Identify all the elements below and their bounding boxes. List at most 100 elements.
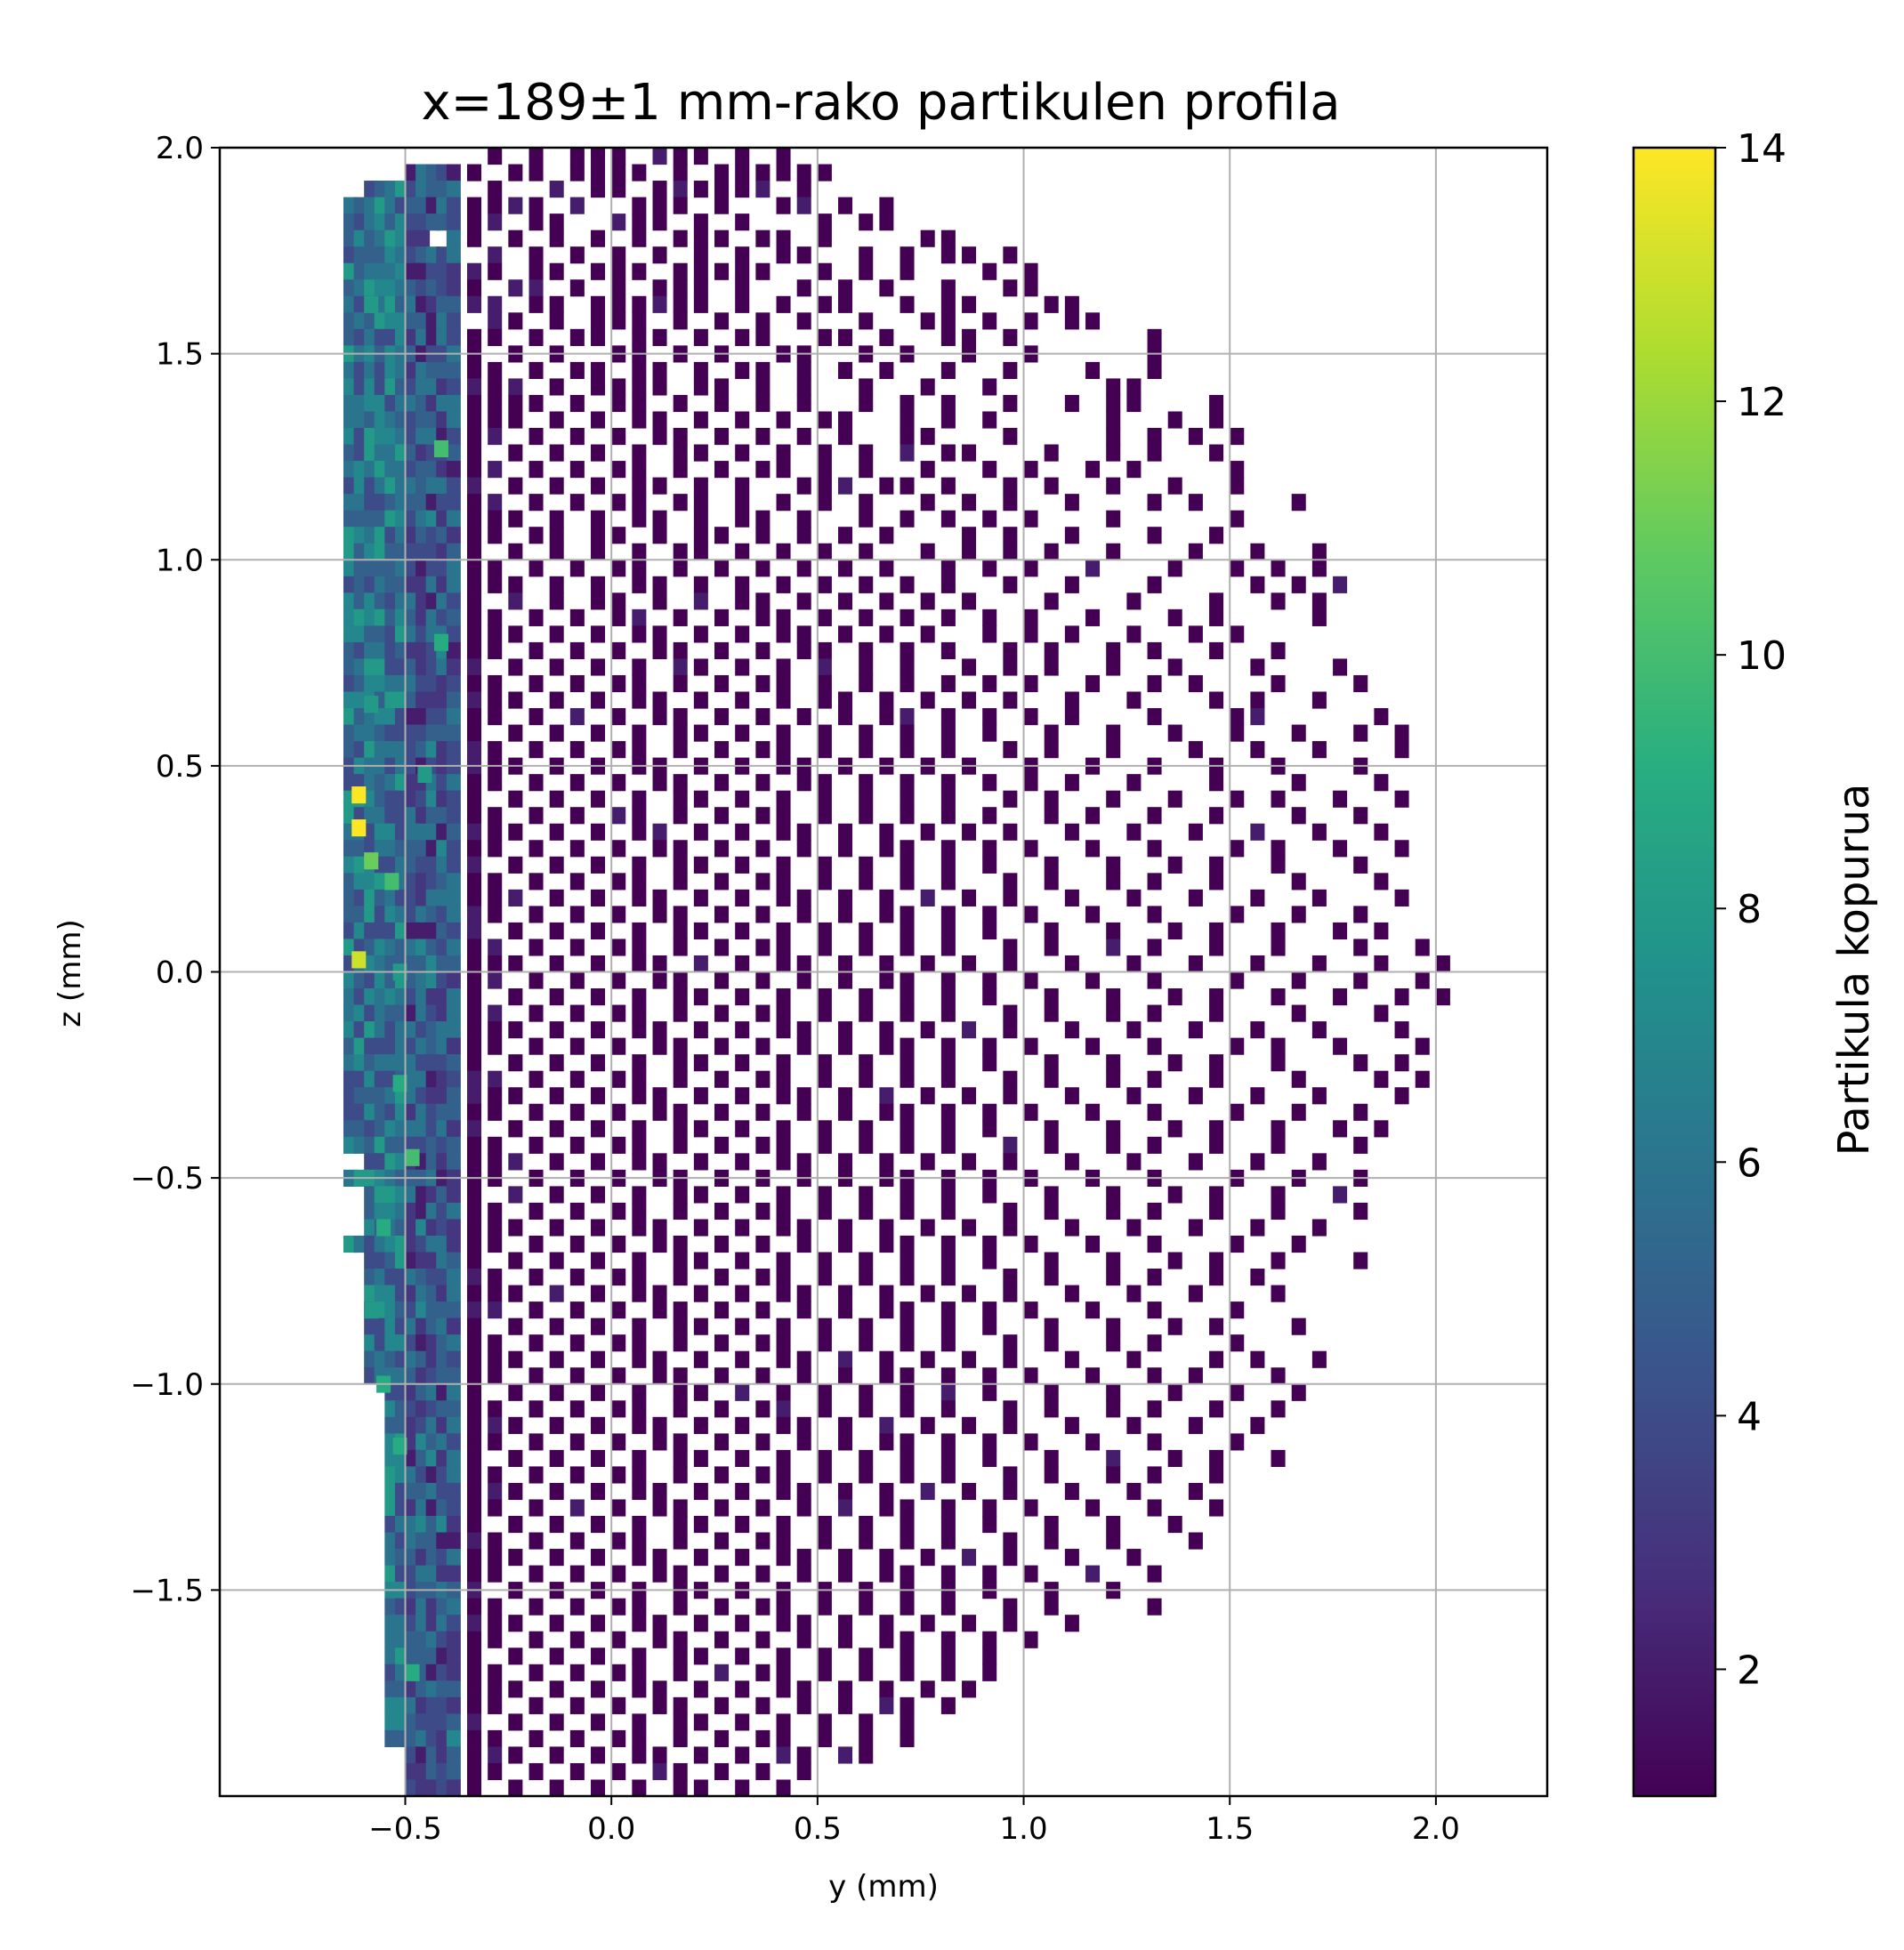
heatmap-cell	[591, 1252, 606, 1269]
heatmap-cell	[1147, 1400, 1162, 1418]
heatmap-cell	[776, 1186, 791, 1204]
heatmap-cell	[693, 1680, 708, 1698]
heatmap-cell	[549, 295, 564, 313]
heatmap-cell	[673, 1664, 688, 1681]
heatmap-cell	[859, 774, 874, 792]
heatmap-cell	[632, 1054, 647, 1072]
heatmap-cell	[817, 477, 832, 495]
heatmap-cell	[652, 971, 667, 989]
heatmap-cell	[1209, 988, 1224, 1006]
heatmap-cell	[1167, 856, 1182, 874]
heatmap-cell	[673, 494, 688, 512]
heatmap-cell	[1209, 1252, 1224, 1269]
heatmap-cell	[693, 1615, 708, 1632]
heatmap-cell	[1209, 1186, 1224, 1204]
heatmap-cell	[1333, 840, 1348, 858]
heatmap-cell	[817, 1334, 832, 1352]
heatmap-cell	[549, 790, 564, 808]
heatmap-cell	[776, 823, 791, 841]
heatmap-cell	[776, 1466, 791, 1484]
heatmap-cell	[693, 527, 708, 544]
heatmap-cell	[859, 1746, 874, 1764]
heatmap-cell	[488, 741, 503, 759]
heatmap-cell	[735, 328, 750, 346]
heatmap-cell	[859, 1054, 874, 1072]
heatmap-cell	[838, 1103, 853, 1121]
heatmap-cell	[714, 1762, 730, 1781]
heatmap-cell	[1209, 1054, 1224, 1072]
heatmap-cell	[528, 608, 544, 626]
heatmap-cell	[673, 807, 688, 825]
heatmap-cell	[714, 1532, 730, 1550]
heatmap-cell	[982, 971, 997, 989]
heatmap-cell	[611, 641, 626, 660]
heatmap-cell	[467, 1433, 482, 1451]
heatmap-cell	[1106, 1317, 1121, 1335]
heatmap-cell	[776, 1350, 791, 1368]
heatmap-cell	[776, 1729, 791, 1748]
heatmap-cell	[776, 1021, 791, 1039]
heatmap-cell	[508, 988, 523, 1006]
heatmap-cell	[714, 1400, 730, 1418]
heatmap-cell	[714, 262, 730, 280]
y-tick-label: −0.5	[130, 1161, 204, 1197]
heatmap-cell	[879, 527, 894, 544]
heatmap-cell	[611, 1499, 626, 1517]
heatmap-cell	[528, 1037, 544, 1055]
heatmap-cell	[528, 262, 544, 280]
heatmap-cell	[693, 1515, 708, 1534]
heatmap-cell	[652, 1235, 667, 1253]
heatmap-cell	[591, 1383, 606, 1401]
heatmap-cell	[735, 1482, 750, 1501]
heatmap-cell	[962, 1087, 977, 1105]
heatmap-cell	[528, 1103, 544, 1121]
heatmap-cell	[817, 576, 832, 593]
heatmap-cell	[1106, 1449, 1121, 1467]
heatmap-cell	[488, 576, 503, 593]
heatmap-cell	[446, 361, 461, 380]
heatmap-cell-high	[392, 1437, 407, 1455]
heatmap-cell	[838, 560, 853, 577]
heatmap-cell	[796, 625, 811, 643]
heatmap-cell	[940, 1532, 956, 1550]
heatmap-cell	[1291, 1317, 1306, 1335]
heatmap-cell	[920, 1680, 935, 1698]
heatmap-cell	[1023, 625, 1038, 643]
heatmap-cell	[508, 889, 523, 907]
heatmap-cell	[796, 164, 811, 181]
heatmap-cell	[776, 856, 791, 874]
heatmap-cell	[776, 1648, 791, 1665]
heatmap-cell	[796, 1696, 811, 1714]
heatmap-cell	[488, 774, 503, 792]
heatmap-cell	[714, 608, 730, 626]
heatmap-cell	[528, 494, 544, 512]
heatmap-cell	[1064, 1021, 1079, 1039]
heatmap-cell	[652, 1037, 667, 1055]
heatmap-cell	[1106, 1515, 1121, 1534]
heatmap-cell	[569, 1070, 585, 1088]
heatmap-cell	[591, 724, 606, 742]
heatmap-cell	[1085, 807, 1101, 825]
heatmap-cell	[611, 428, 626, 446]
heatmap-cell	[1106, 939, 1121, 956]
heatmap-cell	[632, 164, 647, 181]
heatmap-cell	[879, 1482, 894, 1501]
heatmap-cell	[1003, 1153, 1018, 1171]
heatmap-cell	[1085, 608, 1101, 626]
heatmap-cell	[776, 889, 791, 907]
heatmap-cell	[1230, 1433, 1245, 1451]
x-axis-label: y (mm)	[828, 1869, 939, 1905]
heatmap-cell	[900, 807, 915, 825]
heatmap-cell	[1353, 1103, 1368, 1121]
heatmap-cell	[693, 691, 708, 709]
heatmap-cell	[652, 774, 667, 792]
heatmap-cell	[962, 1350, 977, 1368]
heatmap-cell	[652, 510, 667, 528]
heatmap-cell	[1003, 658, 1018, 676]
heatmap-cell	[817, 1004, 832, 1022]
heatmap-cell	[693, 823, 708, 841]
heatmap-cell	[467, 658, 482, 676]
heatmap-cell	[879, 1087, 894, 1105]
heatmap-cell	[611, 394, 626, 413]
heatmap-cell	[982, 840, 997, 858]
